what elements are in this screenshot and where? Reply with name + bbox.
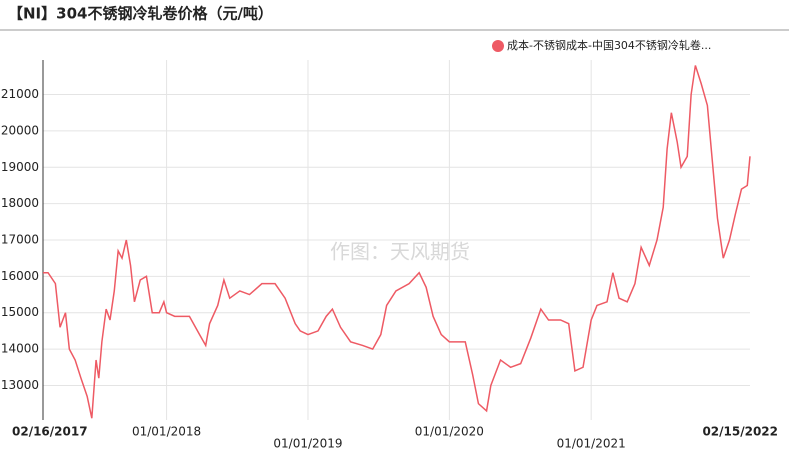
y-tick-label: 13000 — [1, 378, 39, 392]
x-tick-label: 01/01/2019 — [273, 437, 342, 451]
y-tick-label: 19000 — [1, 160, 39, 174]
y-tick-label: 17000 — [1, 233, 39, 247]
y-tick-label: 15000 — [1, 305, 39, 319]
y-tick-label: 16000 — [1, 269, 39, 283]
y-tick-label: 20000 — [1, 123, 39, 137]
y-tick-label: 14000 — [1, 342, 39, 356]
y-tick-label: 21000 — [1, 87, 39, 101]
x-tick-label: 01/01/2018 — [132, 425, 201, 439]
chart-title: 【NI】304不锈钢冷轧卷价格（元/吨） — [8, 5, 273, 23]
data-line — [43, 65, 751, 419]
x-tick-label: 02/15/2022 — [702, 425, 778, 439]
x-tick-label: 02/16/2017 — [12, 425, 88, 439]
x-tick-label: 01/01/2021 — [557, 437, 626, 451]
x-tick-label: 01/01/2020 — [415, 425, 484, 439]
legend-label: 成本-不锈钢成本-中国304不锈钢冷轧卷... — [507, 38, 711, 52]
legend-swatch — [492, 40, 504, 52]
watermark: 作图：天风期货 — [330, 240, 470, 264]
y-tick-label: 18000 — [1, 196, 39, 210]
